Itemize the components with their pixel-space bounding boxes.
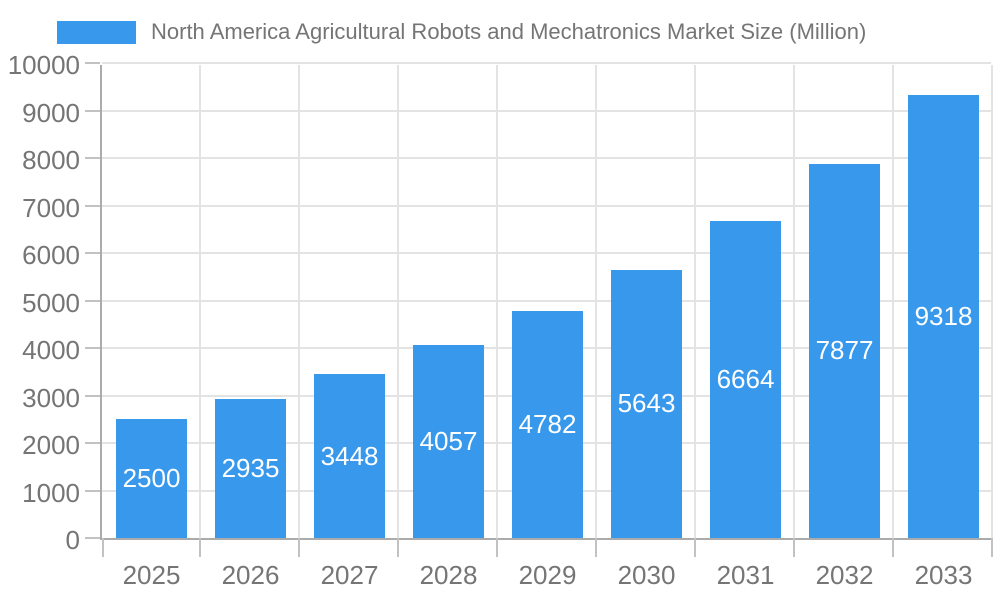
legend-label: North America Agricultural Robots and Me… <box>151 19 867 44</box>
x-axis-label: 2030 <box>617 560 676 590</box>
x-tick-mark <box>694 538 696 557</box>
y-tick-mark <box>85 537 100 539</box>
y-tick-mark <box>85 62 100 64</box>
x-tick-mark <box>397 538 399 557</box>
x-tick-mark <box>892 538 894 557</box>
y-axis-label: 0 <box>65 525 80 555</box>
x-tick-mark <box>199 538 201 557</box>
x-tick-mark <box>991 538 993 557</box>
y-tick-mark <box>85 157 100 159</box>
bar[interactable]: 4057 <box>413 345 484 538</box>
x-tick-mark <box>595 538 597 557</box>
bar-value-label: 4057 <box>419 426 478 457</box>
x-axis-label: 2026 <box>221 560 280 590</box>
v-gridline <box>793 65 795 538</box>
x-tick-mark <box>102 538 104 557</box>
bar-value-label: 6664 <box>716 364 775 395</box>
y-axis-label: 4000 <box>22 335 80 365</box>
bar[interactable]: 2500 <box>116 419 187 538</box>
y-tick-mark <box>85 347 100 349</box>
y-axis-label: 10000 <box>7 50 80 80</box>
bar[interactable]: 7877 <box>809 163 880 538</box>
y-tick-mark <box>85 489 100 492</box>
y-tick-mark <box>85 109 100 112</box>
x-tick-mark <box>793 538 795 557</box>
y-axis-label: 3000 <box>22 382 80 413</box>
bar-value-label: 4782 <box>518 408 577 439</box>
y-tick-mark <box>85 252 100 254</box>
v-gridline <box>991 65 993 538</box>
plot-area: 2500 2935 3448 4057 4782 5643 6664 7877 9318 <box>85 62 993 557</box>
bar-value-label: 2935 <box>221 452 280 483</box>
y-axis-label: 1000 <box>22 477 80 508</box>
x-axis-label: 2027 <box>320 560 379 590</box>
legend-swatch-icon <box>57 20 136 44</box>
y-axis: 0 1000 2000 3000 4000 5000 6000 7000 8000 9000 100… <box>0 52 80 553</box>
y-tick-mark <box>85 442 100 444</box>
h-gridline <box>102 157 991 159</box>
h-gridline <box>102 299 991 302</box>
legend-item[interactable]: North America Agricultural Robots and Me… <box>57 19 866 45</box>
bar-value-label: 7877 <box>815 335 874 366</box>
h-gridline <box>102 62 991 64</box>
bar[interactable]: 2935 <box>215 398 286 538</box>
bar[interactable]: 5643 <box>611 269 682 538</box>
y-axis-label: 9000 <box>22 97 80 128</box>
x-axis: 2025 2026 2027 2028 2029 2030 2031 2032 2033 <box>102 556 993 590</box>
bar[interactable]: 3448 <box>314 374 385 538</box>
x-tick-mark <box>496 538 498 557</box>
v-gridline <box>694 65 696 538</box>
x-axis-label: 2033 <box>914 560 973 590</box>
bar-value-label: 5643 <box>617 388 676 419</box>
y-tick-mark <box>85 394 100 397</box>
bar[interactable]: 9318 <box>908 95 979 538</box>
x-axis-label: 2031 <box>716 560 775 590</box>
v-gridline <box>199 65 201 538</box>
v-gridline <box>298 65 300 538</box>
bar-value-label: 2500 <box>122 463 181 494</box>
y-axis-label: 2000 <box>22 430 80 460</box>
x-axis-label: 2029 <box>518 560 577 590</box>
v-gridline <box>397 65 399 538</box>
bar[interactable]: 6664 <box>710 221 781 538</box>
x-axis-label: 2032 <box>815 560 874 590</box>
h-gridline <box>102 252 991 254</box>
x-tick-mark <box>298 538 300 557</box>
x-axis-label: 2028 <box>419 560 478 590</box>
y-axis-label: 7000 <box>22 192 80 223</box>
bar[interactable]: 4782 <box>512 310 583 538</box>
y-axis-label: 8000 <box>22 145 80 175</box>
bar-value-label: 3448 <box>320 440 379 471</box>
h-gridline <box>102 109 991 112</box>
x-axis-label: 2025 <box>122 560 181 590</box>
y-tick-mark <box>85 299 100 302</box>
v-gridline <box>892 65 894 538</box>
y-axis-label: 6000 <box>22 240 80 270</box>
h-gridline <box>102 204 991 207</box>
y-tick-mark <box>85 204 100 207</box>
v-gridline <box>496 65 498 538</box>
v-gridline <box>595 65 597 538</box>
y-axis-label: 5000 <box>22 287 80 318</box>
bar-value-label: 9318 <box>914 301 973 332</box>
